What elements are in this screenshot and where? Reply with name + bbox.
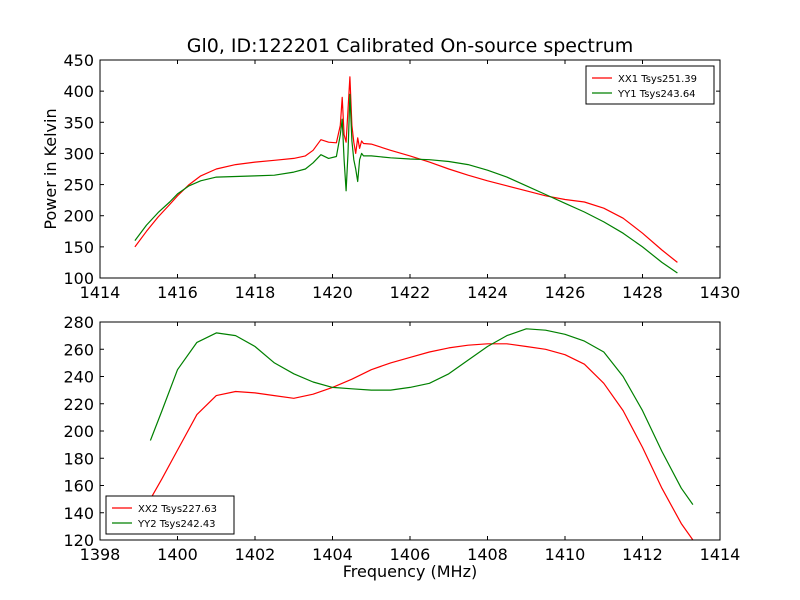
y-tick-label: 120 — [63, 531, 94, 550]
legend-label-1: XX2 Tsys227.63 — [138, 504, 217, 515]
x-tick-label: 1400 — [157, 545, 198, 564]
legend-label-1: XX1 Tsys251.39 — [618, 74, 697, 85]
x-tick-label: 1406 — [390, 545, 431, 564]
x-tick-label: 1422 — [390, 283, 431, 302]
y-tick-label: 220 — [63, 395, 94, 414]
legend: XX1 Tsys251.39 YY1 Tsys243.64 — [585, 65, 715, 105]
y-tick-label: 350 — [63, 113, 94, 132]
y-tick-label: 200 — [63, 207, 94, 226]
y-tick-label: 140 — [63, 504, 94, 523]
series-line-2 — [149, 328, 694, 505]
chart-panels: 1414 1416 1418 1420 1422 1424 1426 1428 14301001… — [41, 35, 740, 581]
x-tick-label: 1428 — [622, 283, 663, 302]
y-tick-label: 250 — [63, 176, 94, 195]
x-tick-label: 1412 — [622, 545, 663, 564]
legend-label-2: YY2 Tsys242.43 — [137, 519, 216, 530]
series-group — [149, 328, 694, 540]
x-tick-label: 1420 — [312, 283, 353, 302]
x-tick-label: 1404 — [312, 545, 353, 564]
x-tick-label: 1426 — [545, 283, 586, 302]
legend-box — [105, 495, 235, 535]
x-tick-label: 1402 — [235, 545, 276, 564]
y-tick-label: 150 — [63, 238, 94, 257]
y-tick-label: 260 — [63, 340, 94, 359]
series-group — [134, 76, 678, 274]
y-tick-label: 160 — [63, 477, 94, 496]
y-tick-label: 450 — [63, 51, 94, 70]
y-tick-label: 200 — [63, 422, 94, 441]
chart-panel-2: 1398 1400 1402 1404 1406 1408 1410 1412 1414 120 1… — [63, 313, 740, 581]
y-tick-label: 280 — [63, 313, 94, 332]
legend-box — [585, 65, 715, 105]
x-tick-label: 1418 — [235, 283, 276, 302]
y-tick-label: 240 — [63, 368, 94, 387]
chart-panel-1: 1414 1416 1418 1420 1422 1424 1426 1428 1430 100 1… — [41, 35, 740, 302]
x-tick-label: 1414 — [700, 545, 741, 564]
x-tick-label: 1416 — [157, 283, 198, 302]
legend: XX2 Tsys227.63 YY2 Tsys242.43 — [105, 495, 235, 535]
y-tick-label: 180 — [63, 449, 94, 468]
series-line-2 — [134, 93, 678, 274]
x-axis-label: Frequency (MHz) — [343, 562, 477, 581]
chart-title: Gl0, ID:122201 Calibrated On-source spec… — [187, 35, 634, 57]
x-tick-label: 1398 — [80, 545, 121, 564]
series-line-1 — [134, 76, 678, 263]
series-line-1 — [149, 343, 694, 540]
x-tick-label: 1408 — [467, 545, 508, 564]
y-tick-label: 100 — [63, 269, 94, 288]
y-axis-label: Power in Kelvin — [41, 108, 60, 229]
x-tick-label: 1414 — [80, 283, 121, 302]
legend-label-2: YY1 Tsys243.64 — [617, 89, 696, 100]
y-tick-label: 300 — [63, 144, 94, 163]
x-tick-label: 1430 — [700, 283, 741, 302]
y-tick-label: 400 — [63, 82, 94, 101]
x-tick-label: 1424 — [467, 283, 508, 302]
x-tick-label: 1410 — [545, 545, 586, 564]
